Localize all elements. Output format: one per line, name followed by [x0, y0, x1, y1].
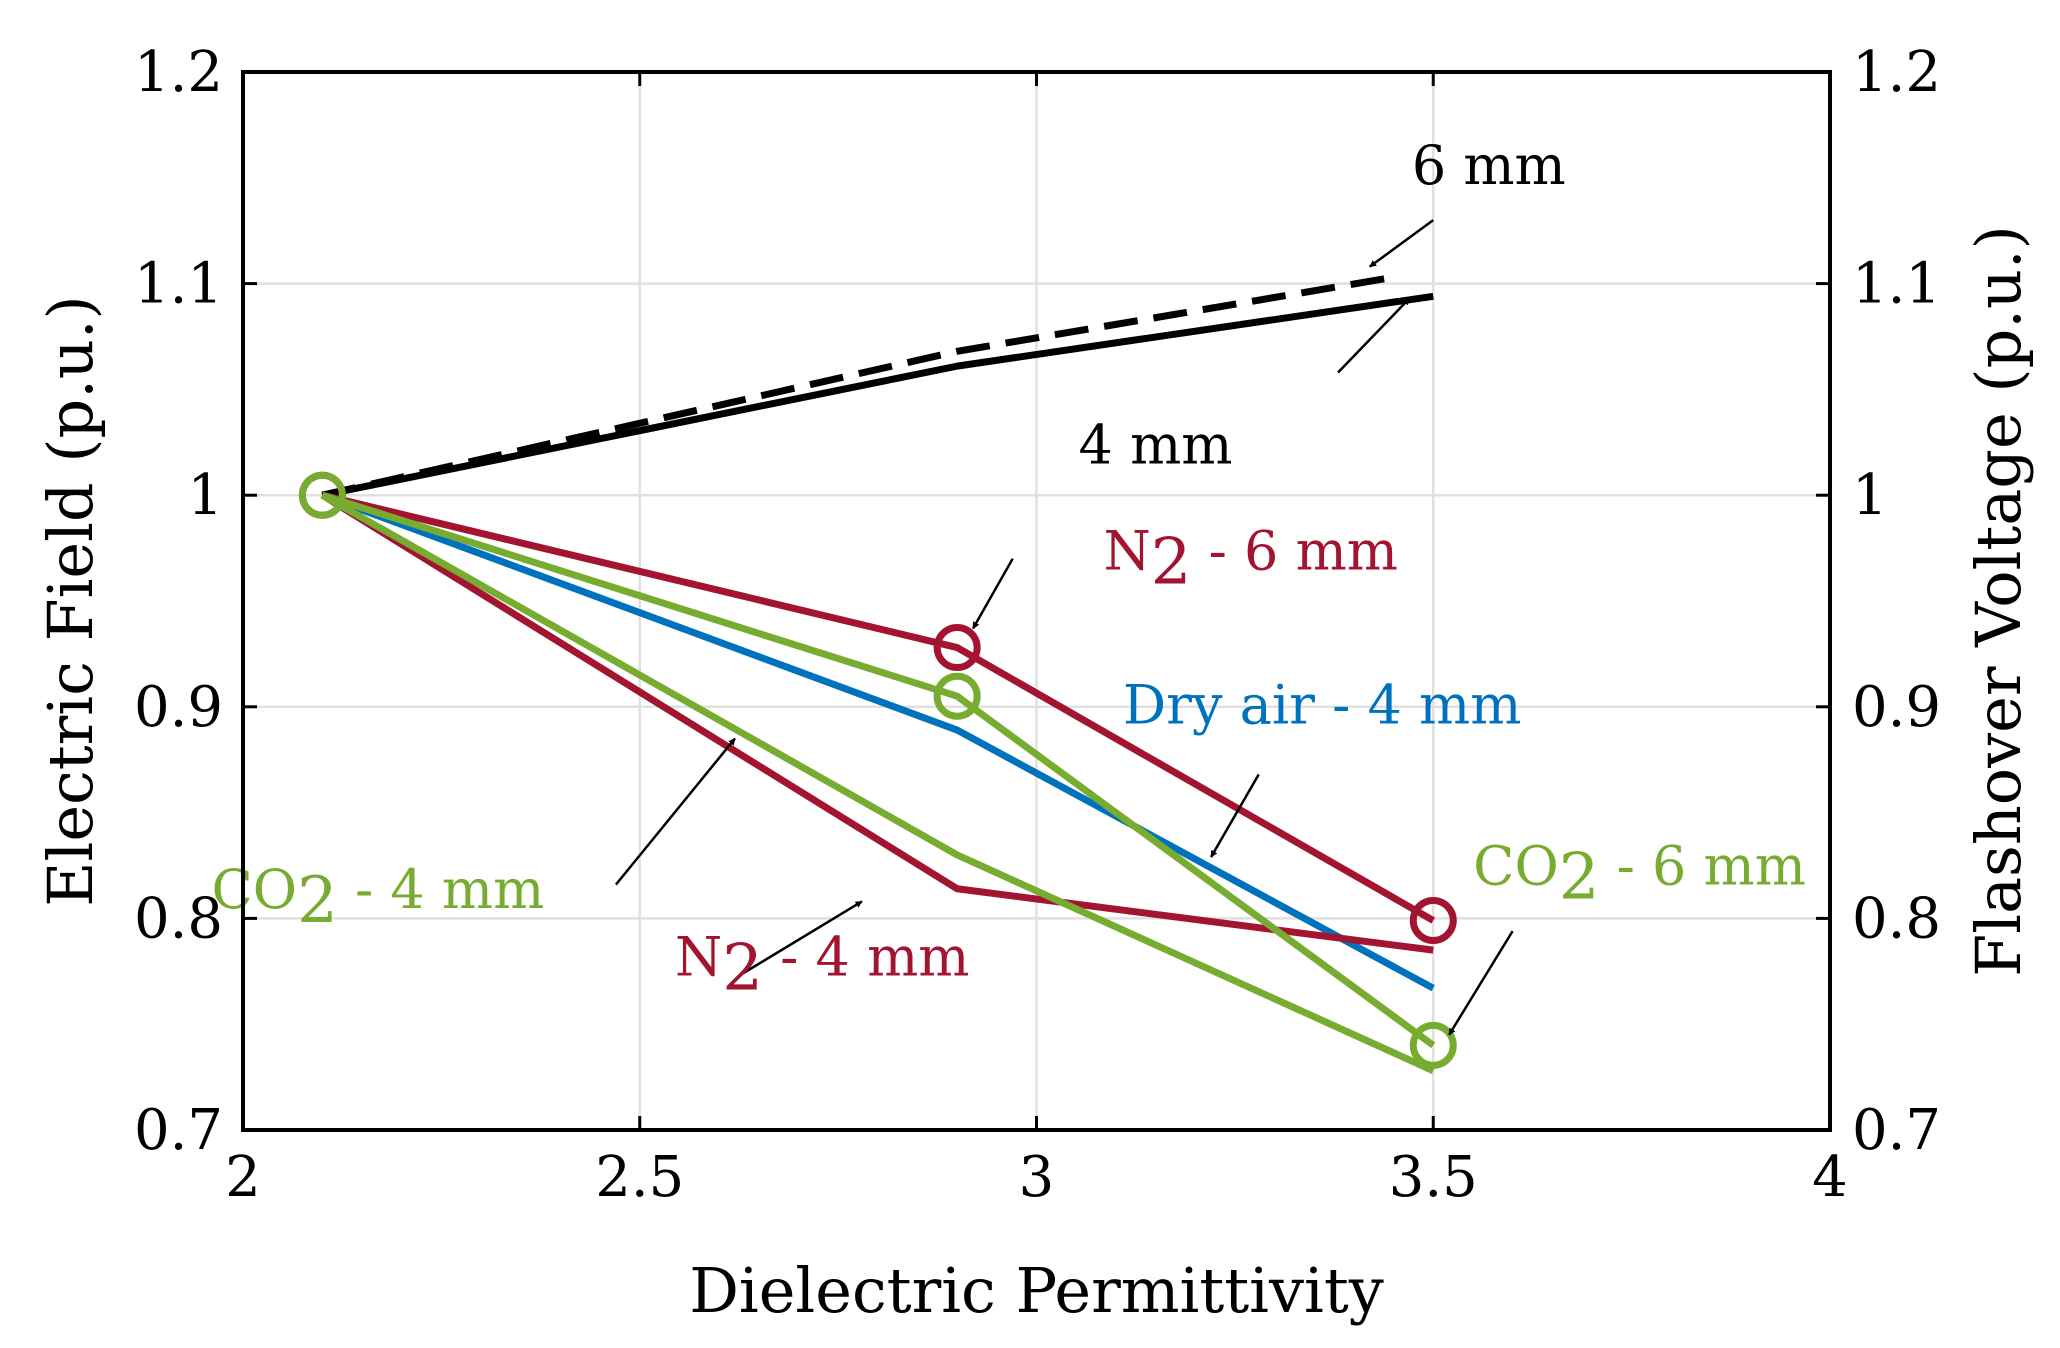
y-tick-label-left: 1.1	[134, 252, 223, 317]
y-tick-label-right: 0.8	[1852, 886, 1941, 951]
annotation-arrow	[1448, 930, 1514, 1036]
series-co2-6-mm	[298, 471, 1457, 1069]
data-point-marker	[933, 624, 981, 672]
annotation-arrow	[1369, 219, 1434, 268]
annotation-arrow	[614, 737, 736, 886]
y-tick-label-left: 0.9	[134, 675, 223, 740]
series-line	[320, 492, 1435, 1074]
series-line	[321, 273, 1395, 499]
annotation-arrow	[1337, 297, 1411, 374]
series-co2-4-mm	[320, 492, 1435, 1074]
y-tick-label-left: 1.2	[134, 40, 223, 105]
y-tick-label-left: 1	[187, 463, 223, 528]
annotation-label: Dry air - 4 mm	[1123, 674, 1522, 737]
series-line	[321, 491, 1436, 1049]
annotation-co2_4: CO2 - 4 mm	[211, 737, 736, 938]
annotation-label: CO2 - 4 mm	[211, 858, 544, 938]
annotation-n2_4: N2 - 4 mm	[675, 900, 969, 1006]
annotations-layer: 6 mm 4 mm N2 - 6 mm Dry air - 4 mm CO2 - 4 m…	[211, 134, 1806, 1036]
series-line	[321, 491, 1435, 924]
y-tick-label-left: 0.7	[134, 1098, 223, 1163]
y-axis-title-right: Flashover Voltage (p.u.)	[1962, 225, 2035, 977]
annotation-label: 6 mm	[1412, 134, 1566, 197]
y-tick-label-right: 1.1	[1852, 252, 1941, 317]
series-line	[321, 292, 1434, 499]
series-6-mm-dashed-	[321, 273, 1395, 499]
x-tick-label: 4	[1812, 1145, 1848, 1210]
annotation-arrow	[742, 900, 863, 975]
annotation-label: CO2 - 6 mm	[1473, 835, 1806, 915]
annotation-6mm: 6 mm	[1369, 134, 1566, 268]
annotation-label: 4 mm	[1079, 413, 1233, 476]
annotation-arrow	[971, 558, 1014, 630]
x-tick-label: 2.5	[595, 1145, 684, 1210]
x-axis-title: Dielectric Permittivity	[689, 1254, 1384, 1327]
x-tick-label: 2	[225, 1145, 261, 1210]
annotation-dry4: Dry air - 4 mm	[1123, 674, 1522, 858]
annotation-label: N2 - 4 mm	[675, 926, 969, 1006]
x-tick-label: 3.5	[1389, 1145, 1478, 1210]
annotation-n2_6: N2 - 6 mm	[971, 519, 1398, 630]
y-axis-title-left: Electric Field (p.u.)	[34, 295, 107, 907]
y-tick-label-right: 0.7	[1852, 1098, 1941, 1163]
y-tick-label-left: 0.8	[134, 886, 223, 951]
series-line	[321, 491, 1435, 992]
y-tick-label-right: 0.9	[1852, 675, 1941, 740]
y-tick-label-right: 1	[1852, 463, 1888, 528]
data-point-marker	[1409, 897, 1457, 945]
annotation-4mm: 4 mm	[1079, 297, 1411, 476]
annotation-co2_6: CO2 - 6 mm	[1448, 835, 1806, 1036]
series-dry-air-4-mm	[321, 491, 1435, 992]
data-point-marker	[1409, 1021, 1457, 1069]
annotation-label: N2 - 6 mm	[1104, 519, 1398, 599]
x-tick-label: 3	[1019, 1145, 1055, 1210]
grid-lines	[243, 72, 1830, 1130]
series-4-mm	[321, 292, 1434, 499]
axis-ticks: 2 2.5 3 3.5 40.70.80.911.11.20.70.80.911.11.…	[134, 40, 1941, 1210]
data-point-marker	[933, 672, 981, 720]
data-point-marker	[298, 471, 346, 519]
series-layer	[298, 273, 1457, 1074]
y-tick-label-right: 1.2	[1852, 40, 1941, 105]
annotation-arrow	[1209, 773, 1260, 858]
